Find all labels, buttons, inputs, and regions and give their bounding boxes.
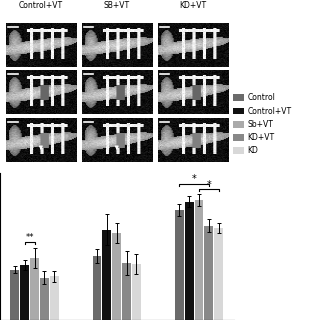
Bar bbox=[6, 118, 76, 162]
Bar bbox=[132, 264, 141, 320]
Legend: Control, Control+VT, Sb+VT, KD+VT, KD: Control, Control+VT, Sb+VT, KD+VT, KD bbox=[233, 93, 292, 155]
Bar bbox=[204, 226, 213, 320]
Bar bbox=[102, 230, 111, 320]
Bar bbox=[158, 70, 228, 114]
Bar bbox=[175, 210, 184, 320]
Bar bbox=[10, 270, 19, 320]
Text: Control+VT: Control+VT bbox=[19, 1, 63, 10]
Bar bbox=[158, 23, 228, 67]
Text: SB+VT: SB+VT bbox=[104, 1, 130, 10]
Bar bbox=[40, 277, 49, 320]
Bar bbox=[50, 276, 59, 320]
Bar bbox=[6, 23, 76, 67]
Bar bbox=[82, 70, 152, 114]
Bar bbox=[112, 233, 121, 320]
Bar bbox=[214, 228, 223, 320]
Text: *: * bbox=[206, 180, 211, 190]
Bar bbox=[158, 118, 228, 162]
Text: KD+VT: KD+VT bbox=[179, 1, 206, 10]
Bar bbox=[92, 256, 101, 320]
Bar bbox=[195, 200, 204, 320]
Bar bbox=[30, 258, 39, 320]
Bar bbox=[20, 265, 29, 320]
Bar bbox=[6, 70, 76, 114]
Bar bbox=[122, 263, 131, 320]
Bar bbox=[82, 118, 152, 162]
Text: *: * bbox=[192, 174, 196, 184]
Bar bbox=[185, 202, 194, 320]
Text: **: ** bbox=[25, 233, 34, 242]
Bar bbox=[82, 23, 152, 67]
